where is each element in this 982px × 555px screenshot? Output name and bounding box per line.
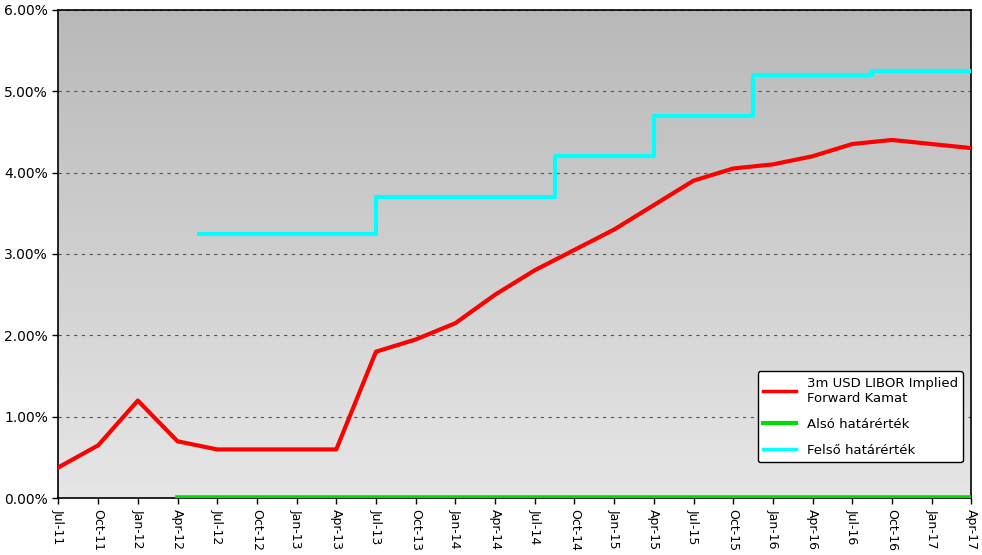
Legend: 3m USD LIBOR Implied
Forward Kamat, Alsó határérték, Felső határérték: 3m USD LIBOR Implied Forward Kamat, Alsó… [758,371,963,462]
